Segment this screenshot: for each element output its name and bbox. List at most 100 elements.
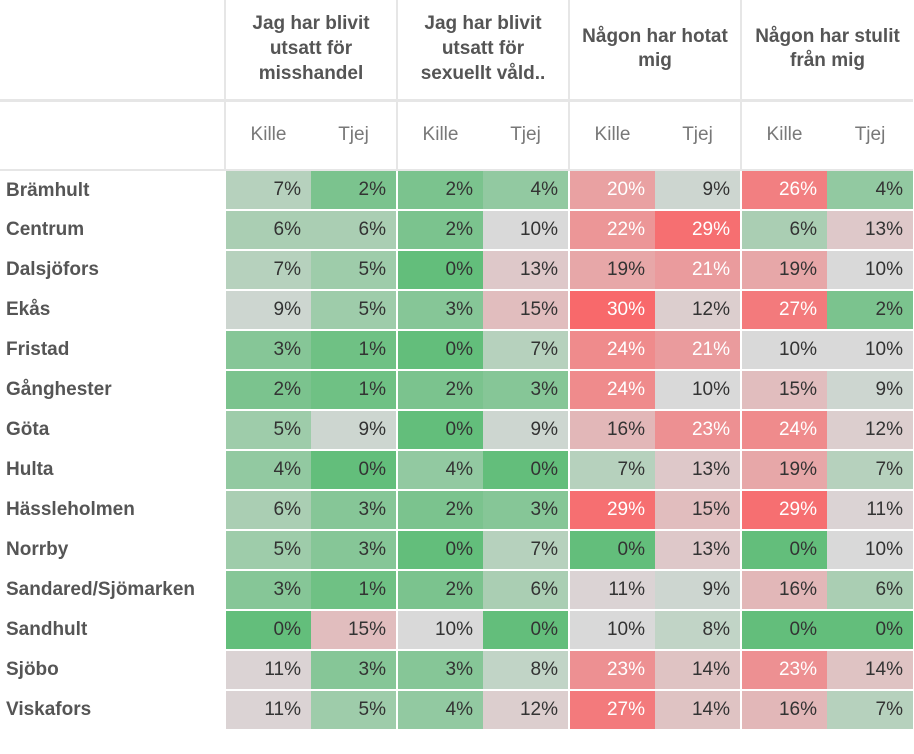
- data-cell-value: 11%: [866, 499, 903, 520]
- data-cell: 29%: [741, 490, 827, 530]
- row-label: Dalsjöfors: [0, 250, 225, 290]
- data-cell: 4%: [397, 450, 483, 490]
- data-cell-value: 14%: [692, 699, 730, 720]
- data-cell-value: 2%: [446, 379, 473, 400]
- data-cell: 0%: [741, 610, 827, 650]
- data-cell: 7%: [225, 170, 311, 210]
- data-cell-value: 7%: [876, 459, 903, 480]
- data-cell-value: 2%: [274, 379, 301, 400]
- data-cell-value: 15%: [348, 619, 386, 640]
- row-label-text: Sandared/Sjömarken: [6, 579, 195, 600]
- sub-header-label: Tjej: [682, 124, 713, 145]
- data-cell-value: 5%: [359, 699, 386, 720]
- row-label-text: Centrum: [6, 219, 84, 240]
- row-label-text: Gånghester: [6, 379, 112, 400]
- data-cell-value: 21%: [692, 339, 730, 360]
- row-label-text: Viskafors: [6, 699, 91, 720]
- data-cell-value: 0%: [531, 459, 558, 480]
- data-cell-value: 6%: [876, 579, 903, 600]
- row-label: Sandared/Sjömarken: [0, 570, 225, 610]
- data-cell-value: 0%: [446, 419, 473, 440]
- data-cell: 24%: [569, 370, 655, 410]
- data-cell-value: 0%: [274, 619, 301, 640]
- data-cell-value: 2%: [446, 579, 473, 600]
- row-label-text: Dalsjöfors: [6, 259, 99, 280]
- row-label-text: Sandhult: [6, 619, 87, 640]
- data-cell: 10%: [827, 530, 913, 570]
- table-row: Viskafors11%5%4%12%27%14%16%7%: [0, 690, 913, 730]
- data-cell: 9%: [311, 410, 397, 450]
- table-row: Sandared/Sjömarken3%1%2%6%11%9%16%6%: [0, 570, 913, 610]
- data-cell: 3%: [225, 570, 311, 610]
- data-cell-value: 9%: [876, 379, 903, 400]
- table-row: Hässleholmen6%3%2%3%29%15%29%11%: [0, 490, 913, 530]
- group-header-0: Jag har blivit utsatt för misshandel: [225, 0, 397, 100]
- data-cell-value: 3%: [359, 659, 386, 680]
- data-cell-value: 13%: [692, 459, 730, 480]
- data-cell-value: 5%: [359, 259, 386, 280]
- data-cell-value: 0%: [446, 259, 473, 280]
- row-label: Göta: [0, 410, 225, 450]
- data-cell-value: 10%: [607, 619, 645, 640]
- data-cell: 2%: [827, 290, 913, 330]
- data-cell: 12%: [655, 290, 741, 330]
- sub-header-label: Kille: [595, 124, 631, 145]
- data-cell: 10%: [827, 330, 913, 370]
- data-cell-value: 24%: [607, 379, 645, 400]
- table-row: Centrum6%6%2%10%22%29%6%13%: [0, 210, 913, 250]
- row-label: Hässleholmen: [0, 490, 225, 530]
- data-cell-value: 12%: [692, 299, 730, 320]
- sub-header-0-1: Tjej: [311, 100, 397, 170]
- data-cell-value: 1%: [359, 379, 386, 400]
- data-cell: 26%: [741, 170, 827, 210]
- data-cell: 2%: [397, 210, 483, 250]
- data-cell: 5%: [225, 530, 311, 570]
- data-cell: 2%: [225, 370, 311, 410]
- data-cell-value: 21%: [692, 259, 730, 280]
- sub-header-1-0: Kille: [397, 100, 483, 170]
- sub-header-1-1: Tjej: [483, 100, 569, 170]
- data-cell-value: 0%: [876, 619, 903, 640]
- data-cell: 3%: [311, 530, 397, 570]
- row-label-text: Brämhult: [6, 180, 89, 201]
- data-cell: 4%: [827, 170, 913, 210]
- data-cell: 2%: [397, 570, 483, 610]
- data-cell: 1%: [311, 370, 397, 410]
- data-cell-value: 11%: [264, 659, 301, 680]
- data-cell: 10%: [397, 610, 483, 650]
- data-cell: 11%: [225, 690, 311, 730]
- data-cell: 5%: [225, 410, 311, 450]
- data-cell: 14%: [827, 650, 913, 690]
- data-cell: 3%: [225, 330, 311, 370]
- data-cell: 6%: [311, 210, 397, 250]
- data-cell-value: 9%: [274, 299, 301, 320]
- data-cell: 0%: [397, 530, 483, 570]
- sub-header-label: Kille: [767, 124, 803, 145]
- data-cell: 1%: [311, 570, 397, 610]
- data-cell: 24%: [741, 410, 827, 450]
- row-label: Sjöbo: [0, 650, 225, 690]
- data-cell: 27%: [741, 290, 827, 330]
- data-cell-value: 19%: [779, 459, 817, 480]
- data-cell-value: 27%: [607, 699, 645, 720]
- sub-header-3-1: Tjej: [827, 100, 913, 170]
- data-cell: 27%: [569, 690, 655, 730]
- table-row: Norrby5%3%0%7%0%13%0%10%: [0, 530, 913, 570]
- data-cell: 8%: [483, 650, 569, 690]
- data-cell-value: 13%: [692, 539, 730, 560]
- data-cell-value: 4%: [876, 179, 903, 200]
- data-cell: 3%: [397, 650, 483, 690]
- group-header-2: Någon har hotat mig: [569, 0, 741, 100]
- data-cell: 9%: [655, 570, 741, 610]
- data-cell: 15%: [483, 290, 569, 330]
- data-cell: 10%: [569, 610, 655, 650]
- sub-header-label: Tjej: [338, 124, 369, 145]
- row-label: Sandhult: [0, 610, 225, 650]
- data-cell-value: 6%: [274, 219, 301, 240]
- table-row: Sjöbo11%3%3%8%23%14%23%14%: [0, 650, 913, 690]
- data-cell-value: 3%: [274, 579, 301, 600]
- data-cell: 15%: [655, 490, 741, 530]
- data-cell-value: 23%: [779, 659, 817, 680]
- table-row: Dalsjöfors7%5%0%13%19%21%19%10%: [0, 250, 913, 290]
- data-cell: 5%: [311, 690, 397, 730]
